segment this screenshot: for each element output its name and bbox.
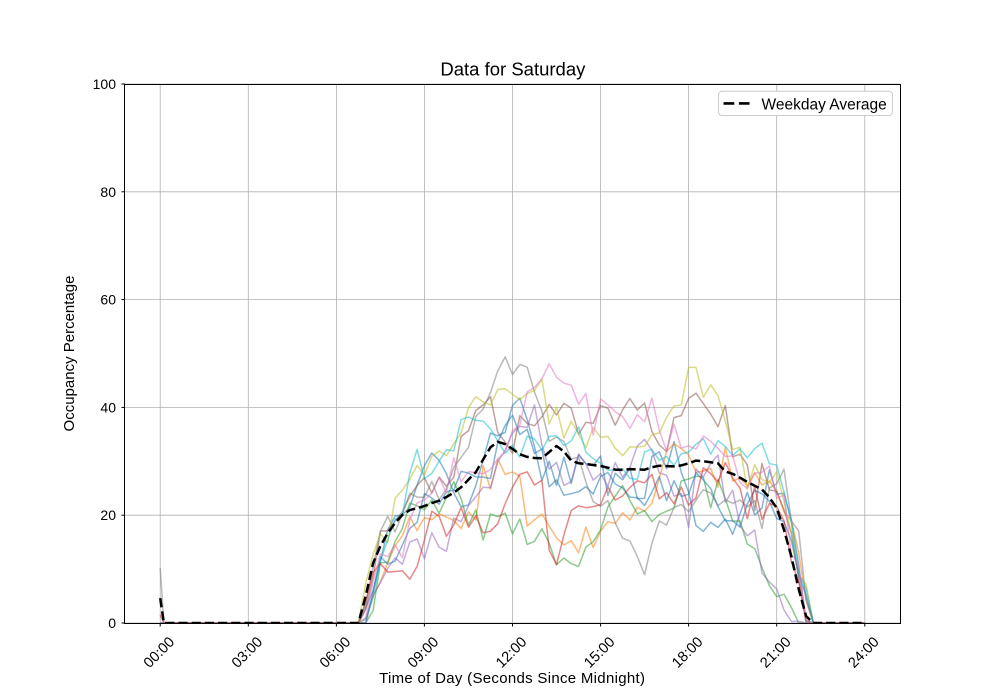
- svg-text:Weekday Average: Weekday Average: [762, 97, 887, 114]
- svg-text:40: 40: [100, 399, 116, 415]
- svg-text:20: 20: [100, 507, 116, 523]
- svg-text:Occupancy Percentage: Occupancy Percentage: [61, 276, 78, 432]
- svg-text:80: 80: [100, 184, 116, 200]
- svg-text:Data for Saturday: Data for Saturday: [440, 58, 586, 79]
- svg-text:Time of Day (Seconds Since Mid: Time of Day (Seconds Since Midnight): [379, 670, 645, 687]
- svg-text:100: 100: [93, 76, 117, 92]
- svg-text:60: 60: [100, 292, 116, 308]
- svg-text:0: 0: [108, 615, 116, 631]
